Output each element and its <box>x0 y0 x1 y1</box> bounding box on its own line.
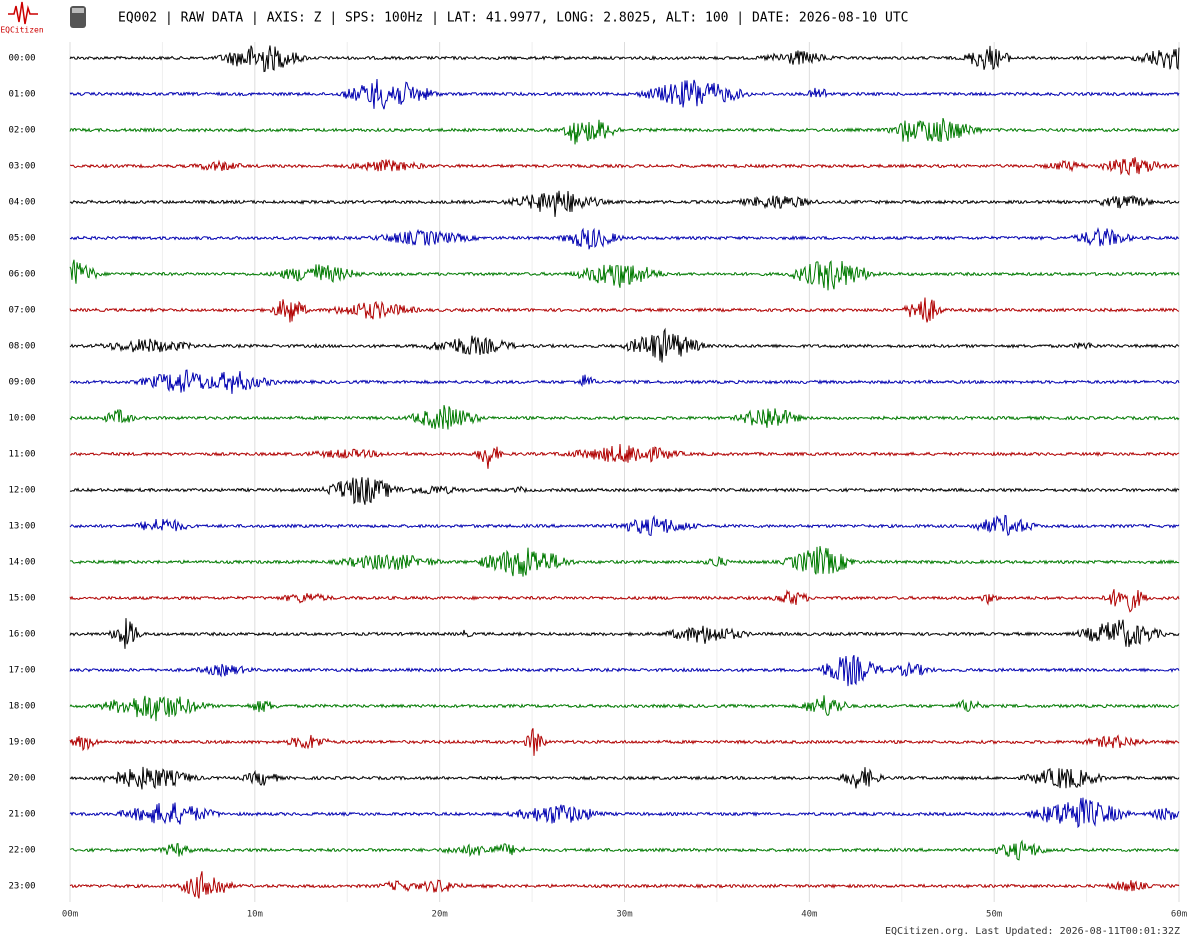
trace <box>69 78 1180 110</box>
trace <box>69 546 1180 577</box>
logo-text: EQCitizen <box>0 26 44 35</box>
trace <box>69 404 1180 430</box>
trace <box>69 443 1180 469</box>
trace <box>69 654 1180 687</box>
row-label: 12:00 <box>8 486 35 496</box>
row-label: 04:00 <box>8 198 35 208</box>
x-tick-label: 40m <box>801 910 817 920</box>
row-label: 02:00 <box>8 126 35 136</box>
row-label: 13:00 <box>8 522 35 532</box>
row-label: 06:00 <box>8 270 35 280</box>
row-label: 08:00 <box>8 342 35 352</box>
trace <box>69 514 1180 537</box>
x-tick-label: 00m <box>62 910 78 920</box>
row-label: 15:00 <box>8 594 35 604</box>
trace <box>69 766 1180 790</box>
row-label: 22:00 <box>8 846 35 856</box>
row-label: 00:00 <box>8 54 35 64</box>
row-label: 17:00 <box>8 666 35 676</box>
row-label: 11:00 <box>8 450 35 460</box>
trace <box>69 839 1180 861</box>
row-label: 10:00 <box>8 414 35 424</box>
row-label: 14:00 <box>8 558 35 568</box>
row-label: 23:00 <box>8 882 35 892</box>
row-label: 07:00 <box>8 306 35 316</box>
trace <box>69 369 1180 394</box>
trace <box>69 45 1180 73</box>
x-tick-label: 20m <box>432 910 448 920</box>
row-label: 18:00 <box>8 702 35 712</box>
trace <box>69 157 1180 176</box>
logo <box>8 1 86 28</box>
page-title: EQ002 | RAW DATA | AXIS: Z | SPS: 100Hz … <box>118 11 909 26</box>
trace <box>69 227 1180 250</box>
x-tick-label: 60m <box>1171 910 1187 920</box>
row-label: 03:00 <box>8 162 35 172</box>
trace <box>69 117 1180 145</box>
row-label: 09:00 <box>8 378 35 388</box>
trace <box>69 728 1180 756</box>
trace <box>69 871 1180 899</box>
trace <box>69 259 1180 291</box>
row-label: 19:00 <box>8 738 35 748</box>
row-label: 20:00 <box>8 774 35 784</box>
row-label: 01:00 <box>8 90 35 100</box>
trace <box>69 327 1180 363</box>
footer: EQCitizen.org. Last Updated: 2026-08-11T… <box>885 926 1180 937</box>
trace <box>69 477 1180 505</box>
row-label: 21:00 <box>8 810 35 820</box>
trace <box>69 190 1180 217</box>
trace <box>69 695 1179 722</box>
x-tick-label: 50m <box>986 910 1002 920</box>
x-tick-label: 10m <box>247 910 263 920</box>
row-label: 05:00 <box>8 234 35 244</box>
row-label: 16:00 <box>8 630 35 640</box>
trace <box>69 797 1180 829</box>
trace <box>69 297 1180 323</box>
trace <box>69 618 1180 649</box>
trace <box>69 589 1180 613</box>
x-tick-label: 30m <box>616 910 632 920</box>
